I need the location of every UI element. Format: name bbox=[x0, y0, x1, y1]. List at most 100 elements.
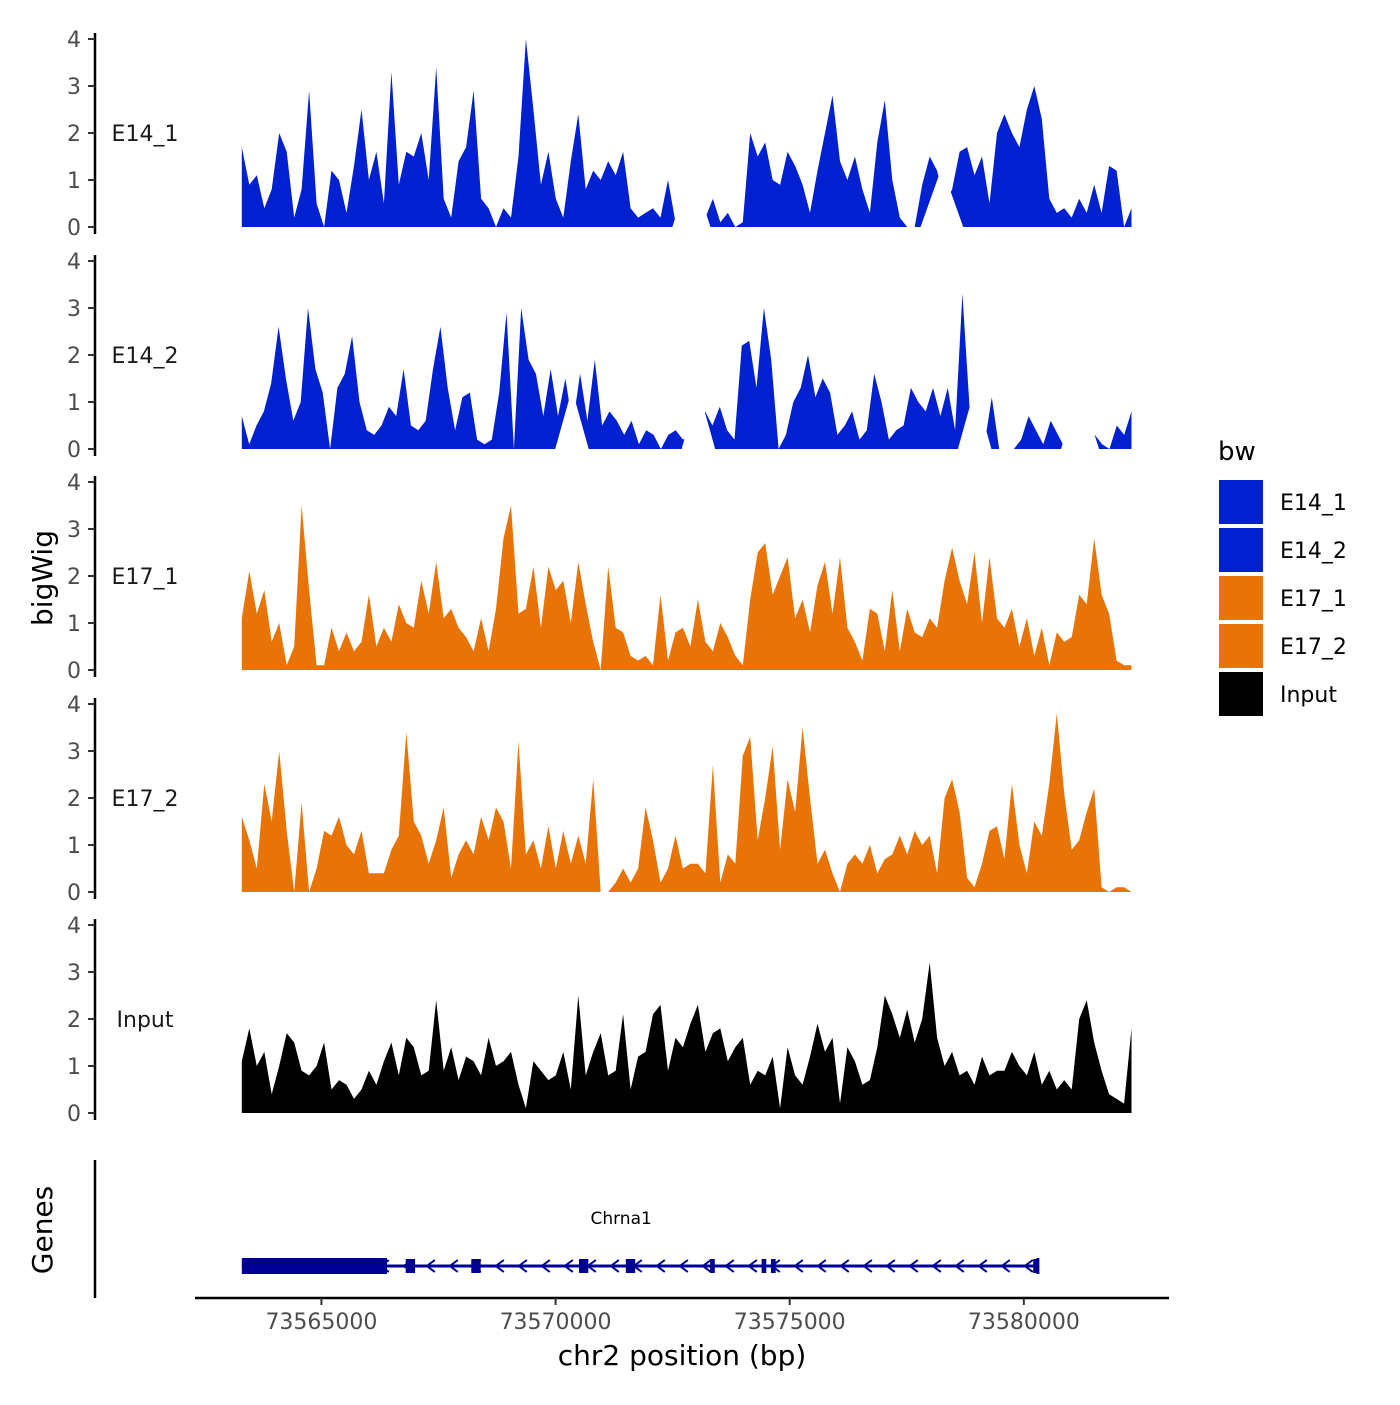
strand-arrow bbox=[885, 1259, 896, 1273]
y-tick-label: 1 bbox=[67, 169, 81, 194]
strand-arrow bbox=[908, 1259, 919, 1273]
strand-arrow bbox=[448, 1259, 459, 1273]
track-label: E17_2 bbox=[112, 787, 179, 812]
y-tick-label: 1 bbox=[67, 391, 81, 416]
area-Input bbox=[241, 962, 1132, 1113]
strand-arrow bbox=[816, 1259, 827, 1273]
y-tick-label: 1 bbox=[67, 834, 81, 859]
strand-arrow bbox=[678, 1259, 689, 1273]
y-tick-label: 0 bbox=[67, 1102, 81, 1127]
y-tick-label: 1 bbox=[67, 1055, 81, 1080]
legend-swatch bbox=[1219, 624, 1263, 668]
coverage-gap bbox=[554, 389, 589, 450]
strand-arrow bbox=[724, 1259, 735, 1273]
y-tick-label: 3 bbox=[67, 740, 81, 765]
track-E17_1: 0 1 2 3 4 E17_1 bbox=[67, 471, 1132, 684]
y-axis-title: bigWig bbox=[26, 530, 59, 626]
gene-exon bbox=[405, 1259, 416, 1273]
y-tick-label: 2 bbox=[67, 122, 81, 147]
area-E17_2 bbox=[241, 713, 1132, 892]
legend-swatch bbox=[1219, 528, 1263, 572]
legend-item-E14_1: E14_1 bbox=[1219, 480, 1347, 524]
genes-axis-title: Genes bbox=[26, 1186, 59, 1274]
legend-swatch bbox=[1219, 480, 1263, 524]
y-tick-label: 0 bbox=[67, 216, 81, 241]
track-E14_2: 0 1 2 3 4 E14_2 bbox=[67, 250, 1132, 463]
area-E17_1 bbox=[241, 505, 1132, 670]
strand-arrow bbox=[540, 1259, 551, 1273]
track-E17_2: 0 1 2 3 4 E17_2 bbox=[67, 693, 1132, 906]
legend-label: Input bbox=[1280, 683, 1337, 708]
legend-item-E17_1: E17_1 bbox=[1219, 576, 1347, 620]
strand-arrow bbox=[1023, 1259, 1034, 1273]
strand-arrow bbox=[977, 1259, 988, 1273]
strand-arrow bbox=[747, 1259, 758, 1273]
legend-label: E14_1 bbox=[1280, 491, 1347, 516]
strand-arrow bbox=[839, 1259, 850, 1273]
strand-arrow bbox=[931, 1259, 942, 1273]
strand-arrow bbox=[862, 1259, 873, 1273]
track-Input: 0 1 2 3 4 Input bbox=[67, 914, 1132, 1127]
coverage-gap bbox=[672, 167, 711, 228]
x-axis: 73565000 73570000 73575000 73580000 bbox=[195, 1296, 1169, 1335]
gene-exon bbox=[710, 1259, 715, 1273]
coverage-gap bbox=[1060, 389, 1100, 450]
gene-exon bbox=[471, 1259, 481, 1273]
y-tick-label: 1 bbox=[67, 612, 81, 637]
gene-exon bbox=[578, 1259, 589, 1273]
legend-label: E14_2 bbox=[1280, 539, 1347, 564]
track-label: E14_1 bbox=[112, 122, 179, 147]
legend-label: E17_2 bbox=[1280, 635, 1347, 660]
y-tick-label: 2 bbox=[67, 787, 81, 812]
gene-exon bbox=[241, 1258, 387, 1274]
strand-arrow bbox=[425, 1259, 436, 1273]
strand-arrow bbox=[655, 1259, 666, 1273]
strand-arrow bbox=[1000, 1259, 1011, 1273]
track-E14_1: 0 1 2 3 4 E14_1 bbox=[67, 28, 1132, 241]
strand-arrow bbox=[793, 1259, 804, 1273]
legend: bw E14_1 E14_2 E17_1 E17_2 Input bbox=[1218, 437, 1347, 716]
x-tick-label: 73580000 bbox=[968, 1310, 1080, 1335]
y-tick-label: 3 bbox=[67, 961, 81, 986]
y-tick-label: 0 bbox=[67, 659, 81, 684]
gene-exon bbox=[625, 1259, 636, 1273]
legend-swatch bbox=[1219, 576, 1263, 620]
gene-name-label: Chrna1 bbox=[590, 1209, 651, 1229]
y-tick-label: 2 bbox=[67, 344, 81, 369]
legend-item-E14_2: E14_2 bbox=[1219, 528, 1347, 572]
gene-exon bbox=[770, 1259, 776, 1273]
legend-item-E17_2: E17_2 bbox=[1219, 624, 1347, 668]
strand-arrow bbox=[701, 1259, 712, 1273]
genes-layer: Chrna1 bbox=[93, 1160, 1040, 1298]
coverage-gap bbox=[920, 167, 964, 228]
track-label: Input bbox=[117, 1008, 174, 1033]
x-tick-label: 73575000 bbox=[734, 1310, 846, 1335]
y-tick-label: 3 bbox=[67, 75, 81, 100]
y-tick-label: 3 bbox=[67, 518, 81, 543]
tracks-layer: 0 1 2 3 4 E14_1 0 1 2 3 4 E14_2 0 1 2 3 4 E17_1 0 1 2 3 4 E17_2… bbox=[67, 28, 1132, 1127]
y-tick-label: 2 bbox=[67, 565, 81, 590]
strand-arrow bbox=[563, 1259, 574, 1273]
track-label: E17_1 bbox=[112, 565, 179, 590]
y-tick-label: 0 bbox=[67, 881, 81, 906]
legend-item-Input: Input bbox=[1219, 672, 1337, 716]
legend-label: E17_1 bbox=[1280, 587, 1347, 612]
track-label: E14_2 bbox=[112, 344, 179, 369]
strand-arrow bbox=[954, 1259, 965, 1273]
gene-exon bbox=[761, 1259, 767, 1273]
strand-arrow bbox=[609, 1259, 620, 1273]
gene-exon bbox=[1033, 1259, 1038, 1273]
y-tick-label: 0 bbox=[67, 438, 81, 463]
x-tick-label: 73565000 bbox=[265, 1310, 377, 1335]
strand-arrow bbox=[517, 1259, 528, 1273]
area-E14_2 bbox=[241, 293, 1132, 449]
y-tick-label: 4 bbox=[67, 471, 81, 496]
y-tick-label: 4 bbox=[67, 28, 81, 53]
coverage-gap bbox=[957, 389, 992, 450]
legend-title: bw bbox=[1218, 437, 1256, 467]
x-axis-title: chr2 position (bp) bbox=[558, 1339, 807, 1372]
strand-arrow bbox=[494, 1259, 505, 1273]
y-tick-label: 4 bbox=[67, 693, 81, 718]
y-tick-label: 2 bbox=[67, 1008, 81, 1033]
